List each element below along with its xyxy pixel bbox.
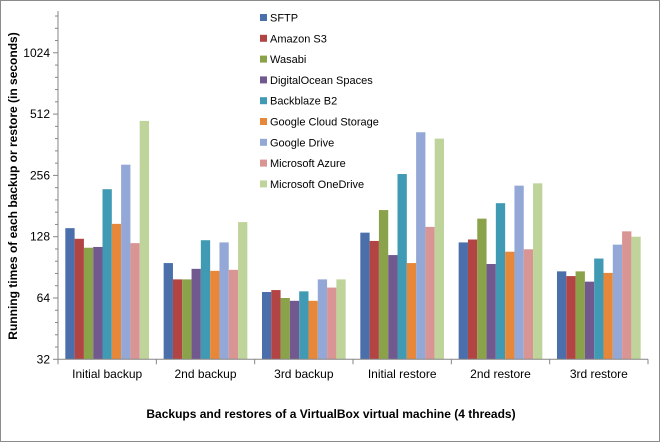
legend-label: DigitalOcean Spaces	[270, 75, 373, 87]
bar-microsoft-onedrive	[434, 138, 445, 360]
bar-google-cloud-storage	[505, 251, 515, 360]
bar-sftp	[360, 232, 370, 360]
bar-microsoft-azure	[130, 243, 140, 360]
bar-google-drive	[416, 132, 426, 360]
bar-microsoft-onedrive	[631, 236, 641, 360]
bar-microsoft-onedrive	[336, 279, 346, 360]
bar-wasabi	[575, 271, 585, 360]
bar-sftp	[261, 291, 272, 360]
bar-google-drive	[219, 242, 229, 360]
legend-swatch	[260, 34, 267, 42]
bar-backblaze-b2	[495, 203, 506, 360]
bar-amazon-s3	[172, 279, 183, 360]
bar-microsoft-onedrive	[533, 183, 543, 360]
bar-sftp	[458, 242, 468, 360]
bar-backblaze-b2	[102, 189, 112, 360]
legend-swatch	[260, 180, 267, 188]
bar-wasabi	[182, 279, 192, 360]
legend-label: Amazon S3	[270, 33, 327, 45]
x-tick-label: 3rd backup	[274, 367, 334, 381]
x-tick-label: Initial restore	[368, 367, 437, 381]
bar-google-cloud-storage	[406, 263, 417, 360]
y-tick-label: 64	[37, 291, 51, 305]
legend-label: Backblaze B2	[270, 96, 337, 108]
bar-microsoft-onedrive	[139, 120, 150, 360]
legend-swatch	[260, 76, 267, 84]
bar-digitalocean-spaces	[289, 300, 300, 360]
bar-wasabi	[378, 210, 389, 360]
bar-microsoft-azure	[327, 287, 337, 360]
bar-google-cloud-storage	[210, 270, 220, 360]
bar-google-cloud-storage	[308, 300, 318, 360]
bar-wasabi	[477, 218, 487, 360]
bar-amazon-s3	[566, 276, 576, 360]
bar-microsoft-azure	[425, 226, 435, 360]
legend-swatch	[260, 159, 267, 167]
bar-microsoft-azure	[228, 269, 239, 360]
y-tick-label: 512	[30, 107, 50, 121]
bar-backblaze-b2	[299, 291, 309, 360]
legend-swatch	[260, 97, 267, 105]
bar-google-drive	[612, 244, 623, 360]
bar-wasabi	[83, 247, 94, 360]
y-tick-label: 1024	[23, 46, 50, 60]
bar-google-cloud-storage	[603, 272, 613, 360]
x-axis-title: Backups and restores of a VirtualBox vir…	[146, 407, 515, 421]
bar-google-drive	[121, 164, 131, 360]
legend-label: SFTP	[270, 13, 298, 25]
bar-backblaze-b2	[200, 240, 211, 360]
legend-swatch	[260, 14, 267, 21]
bar-amazon-s3	[74, 238, 84, 360]
bar-amazon-s3	[271, 290, 281, 360]
bar-sftp	[163, 263, 173, 360]
bar-microsoft-azure	[622, 231, 632, 360]
x-tick-label: 2nd restore	[470, 367, 531, 381]
bar-digitalocean-spaces	[584, 281, 595, 360]
bar-amazon-s3	[369, 240, 379, 360]
bar-digitalocean-spaces	[93, 246, 103, 360]
bar-google-drive	[514, 185, 524, 360]
y-tick-label: 128	[30, 230, 50, 244]
bar-google-drive	[317, 279, 328, 360]
bar-wasabi	[280, 298, 290, 360]
y-tick-label: 256	[30, 168, 50, 182]
bar-backblaze-b2	[594, 258, 604, 360]
bar-amazon-s3	[467, 239, 478, 360]
x-tick-label: 3rd restore	[570, 367, 628, 381]
legend-label: Microsoft Azure	[270, 158, 346, 170]
bar-microsoft-onedrive	[238, 222, 248, 360]
bar-digitalocean-spaces	[486, 264, 496, 360]
legend-swatch	[260, 118, 267, 125]
bar-digitalocean-spaces	[388, 255, 398, 360]
legend-label: Google Cloud Storage	[270, 117, 379, 129]
x-tick-label: Initial backup	[72, 367, 142, 381]
legend-swatch	[260, 138, 267, 146]
bar-google-cloud-storage	[111, 223, 122, 360]
legend-label: Wasabi	[270, 54, 306, 66]
bar-digitalocean-spaces	[191, 268, 201, 360]
y-tick-label: 32	[37, 352, 51, 366]
bar-microsoft-azure	[523, 249, 534, 360]
legend-label: Google Drive	[270, 137, 334, 149]
bar-sftp	[556, 271, 567, 360]
x-tick-label: 2nd backup	[174, 367, 236, 381]
bar-backblaze-b2	[397, 174, 407, 360]
y-axis-title: Running times of each backup or restore …	[6, 32, 20, 339]
legend-label: Microsoft OneDrive	[270, 179, 364, 191]
legend-swatch	[260, 55, 267, 63]
bar-sftp	[65, 228, 75, 360]
